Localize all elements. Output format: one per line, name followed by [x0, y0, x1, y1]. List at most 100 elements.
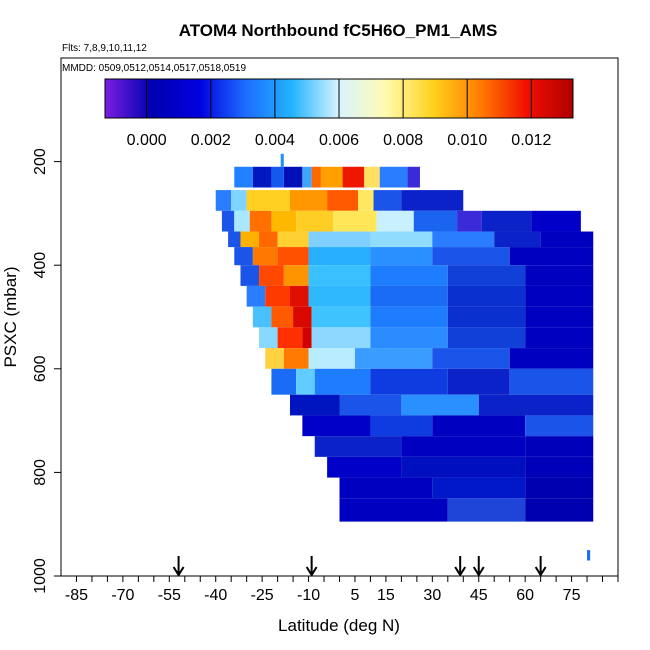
heatmap-cell — [525, 306, 594, 328]
heatmap-cell — [234, 247, 253, 266]
colorbar-tick-label: 0.004 — [255, 132, 295, 149]
heatmap-cell — [525, 415, 594, 437]
heatmap-cell — [252, 306, 272, 328]
heatmap-cell — [289, 285, 309, 307]
heatmap-cell — [314, 368, 371, 395]
heatmap — [215, 153, 594, 561]
heatmap-cell — [370, 306, 448, 328]
heatmap-cell — [370, 265, 448, 286]
y-tick-label: 600 — [32, 355, 49, 382]
heatmap-cell — [296, 210, 334, 232]
heatmap-cell — [370, 415, 433, 437]
heatmap-cell — [308, 285, 371, 307]
heatmap-cell — [509, 247, 594, 266]
heatmap-cell — [354, 348, 433, 369]
x-tick-label: -85 — [65, 587, 88, 604]
heatmap-cell — [339, 394, 402, 416]
heatmap-cell — [252, 247, 278, 266]
heatmap-cell — [342, 166, 365, 188]
heatmap-cell — [246, 190, 290, 211]
heatmap-cell — [379, 166, 408, 188]
heatmap-cell — [447, 265, 526, 286]
x-tick-label: 75 — [563, 587, 581, 604]
heatmap-cell — [259, 231, 278, 248]
heatmap-cell — [478, 394, 594, 416]
latitude-arrow-head — [454, 566, 467, 577]
heatmap-cell — [283, 265, 309, 286]
heatmap-cell — [289, 394, 340, 416]
x-tick-label: -25 — [251, 587, 274, 604]
latitude-arrows — [172, 556, 547, 577]
heatmap-cell — [215, 190, 232, 211]
chart-title: ATOM4 Northbound fC5H6O_PM1_AMS — [179, 21, 498, 40]
heatmap-cell — [432, 348, 510, 369]
heatmap-cell — [401, 190, 464, 211]
colorbar-tick-label: 0.008 — [383, 132, 423, 149]
heatmap-cell — [320, 166, 343, 188]
heatmap-cell — [531, 210, 581, 232]
colorbar-tick-label: 0.002 — [191, 132, 231, 149]
heatmap-cell — [277, 247, 309, 266]
x-tick-label: -70 — [111, 587, 134, 604]
heatmap-cell — [401, 456, 526, 478]
colorbar-tick-label: 0.000 — [127, 132, 167, 149]
heatmap-cell — [296, 368, 315, 395]
heatmap-cell — [525, 436, 594, 457]
y-tick-label: 400 — [32, 252, 49, 279]
y-axis: 200 400 600 800 1000 — [32, 148, 61, 594]
heatmap-cell — [252, 166, 272, 188]
heatmap-cell — [401, 394, 479, 416]
x-tick-label: 5 — [351, 587, 360, 604]
heatmap-cell — [432, 477, 526, 499]
heatmap-cell — [364, 166, 380, 188]
y-tick-label: 800 — [32, 459, 49, 486]
heatmap-cell — [376, 210, 414, 232]
heatmap-cell — [308, 348, 355, 369]
heatmap-cell — [277, 231, 309, 248]
heatmap-cell — [327, 456, 402, 478]
heatmap-cell — [221, 210, 235, 232]
heatmap-cell — [447, 368, 510, 395]
x-axis: -85 -70 -55 -40 -25 -10 5 15 30 45 60 75 — [65, 576, 619, 604]
dates-subtitle: MMDD: 0509,0512,0514,0517,0518,0519 — [62, 63, 246, 74]
heatmap-cell — [302, 327, 312, 349]
heatmap-cell — [494, 231, 541, 248]
heatmap-cell — [370, 247, 433, 266]
colorbar: 0.000 0.002 0.004 0.006 0.008 0.010 0.012 — [104, 78, 574, 149]
heatmap-cell — [432, 415, 526, 437]
heatmap-cell — [280, 153, 284, 167]
x-tick-label: -10 — [297, 587, 320, 604]
heatmap-cell — [339, 498, 448, 522]
heatmap-cell — [370, 285, 448, 307]
heatmap-cell — [240, 231, 260, 248]
heatmap-cell — [271, 306, 294, 328]
heatmap-cell — [407, 166, 420, 188]
heatmap-cell — [370, 231, 433, 248]
x-axis-label: Latitude (deg N) — [278, 616, 400, 635]
heatmap-cell — [432, 231, 495, 248]
heatmap-cell — [231, 190, 247, 211]
heatmap-cell — [447, 327, 526, 349]
y-tick-label: 1000 — [32, 558, 49, 594]
x-tick-label: 15 — [377, 587, 395, 604]
heatmap-cell — [302, 166, 312, 188]
heatmap-cell — [339, 477, 433, 499]
heatmap-cell — [525, 477, 594, 499]
heatmap-cell — [234, 166, 253, 188]
heatmap-cell — [327, 190, 359, 211]
colorbar-tick-label: 0.010 — [447, 132, 487, 149]
heatmap-cell — [373, 190, 402, 211]
heatmap-cell — [370, 327, 448, 349]
heatmap-cell — [249, 210, 272, 232]
heatmap-cell — [370, 368, 448, 395]
heatmap-cell — [308, 265, 371, 286]
heatmap-cell — [481, 210, 532, 232]
heatmap-cell — [509, 368, 594, 395]
heatmap-cell — [259, 327, 278, 349]
heatmap-cell — [240, 265, 260, 286]
heatmap-cell — [314, 436, 402, 457]
latitude-arrow-head — [534, 566, 547, 577]
x-tick-label: -40 — [204, 587, 227, 604]
heatmap-cell — [509, 348, 594, 369]
heatmap-cell — [311, 306, 371, 328]
